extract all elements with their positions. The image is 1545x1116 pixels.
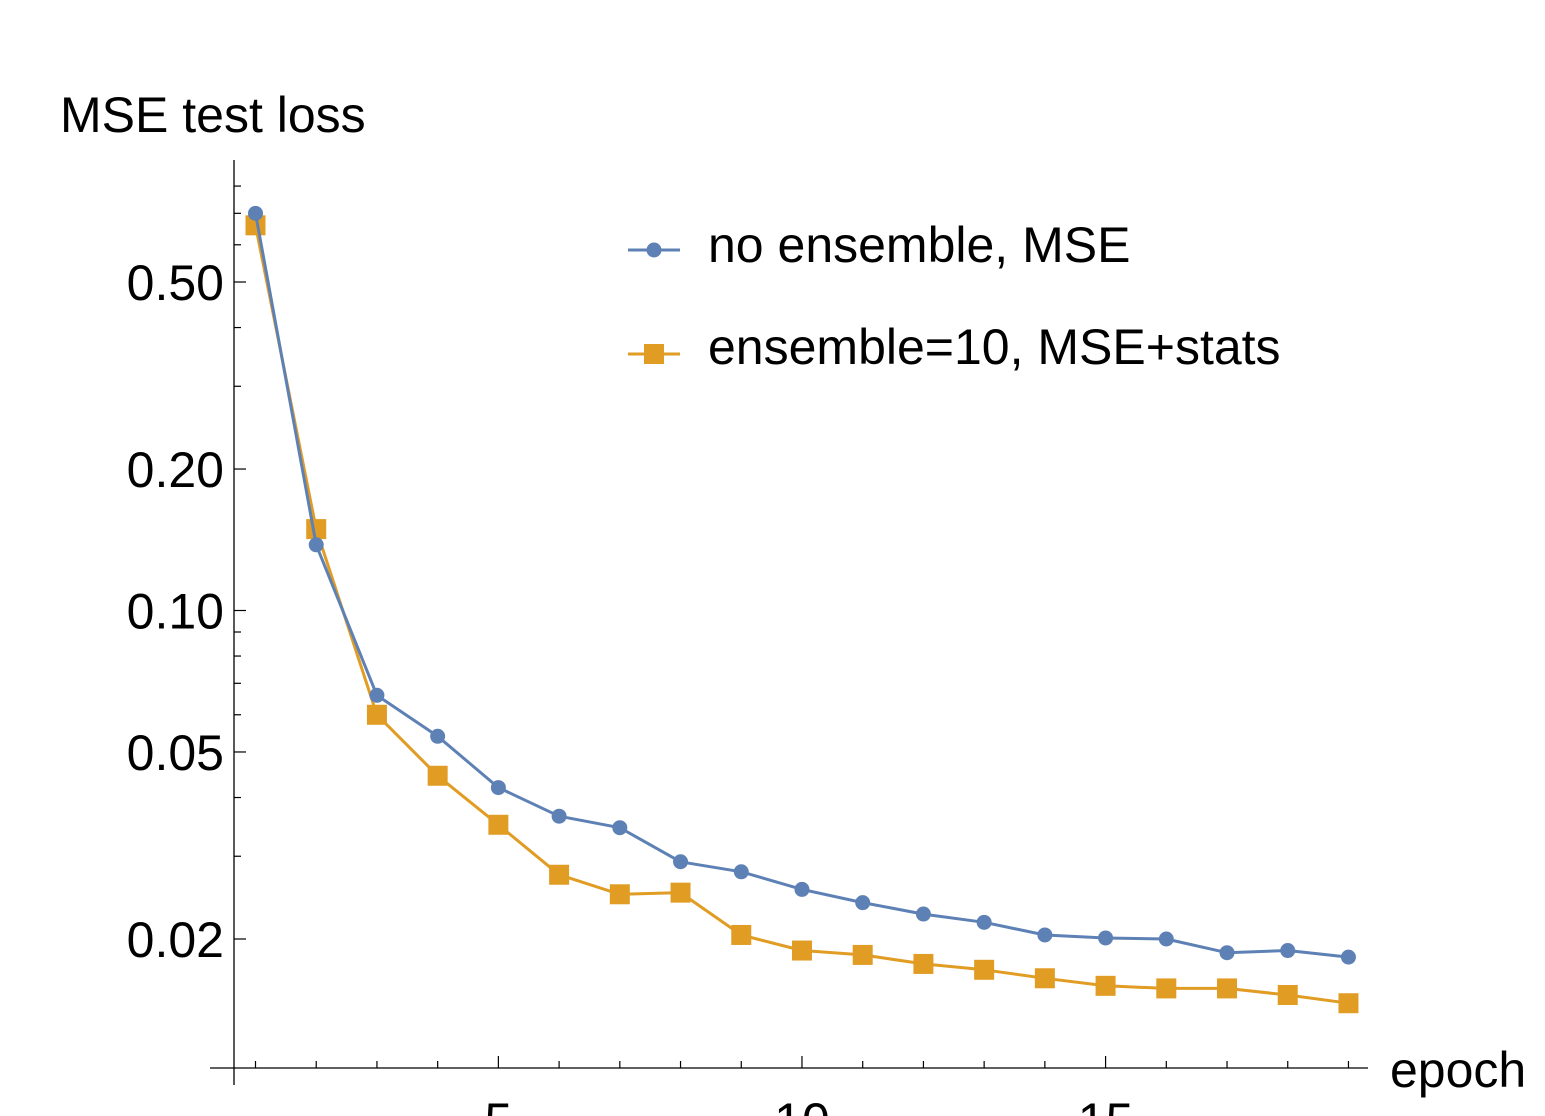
- data-point: [1158, 931, 1174, 947]
- data-point: [549, 864, 570, 885]
- data-point: [974, 959, 995, 980]
- plot-area: [245, 205, 1359, 1014]
- data-point: [731, 924, 752, 945]
- data-point: [1338, 993, 1359, 1014]
- series-ensemble: [245, 215, 1359, 1014]
- legend-label-ensemble: ensemble=10, MSE+stats: [708, 319, 1281, 375]
- data-point: [794, 881, 810, 897]
- data-point: [1219, 945, 1235, 961]
- data-point: [1156, 978, 1177, 999]
- legend: no ensemble, MSE ensemble=10, MSE+stats: [628, 217, 1281, 375]
- data-point: [791, 940, 812, 961]
- legend-marker-no-ensemble: [646, 242, 662, 258]
- y-ticks: 0.02 0.05 0.10 0.20 0.50: [127, 185, 246, 968]
- axes: 5 10 15 0.02 0.05 0.10 0.20 0.50: [127, 160, 1368, 1116]
- y-axis-label: MSE test loss: [60, 87, 366, 143]
- data-point: [430, 728, 446, 744]
- legend-item: ensemble=10, MSE+stats: [628, 319, 1281, 375]
- data-point: [551, 808, 567, 824]
- data-point: [1095, 975, 1116, 996]
- series-no-ensemble: [248, 205, 1356, 965]
- data-point: [852, 944, 873, 965]
- data-point: [673, 854, 689, 870]
- y-tick-label: 0.50: [127, 255, 224, 311]
- data-point: [976, 914, 992, 930]
- data-point: [612, 820, 628, 836]
- data-point: [490, 780, 506, 796]
- data-point: [855, 895, 871, 911]
- data-point: [306, 519, 327, 540]
- y-tick-label: 0.02: [127, 912, 224, 968]
- data-point: [913, 953, 934, 974]
- x-tick-label: 15: [1078, 1093, 1134, 1116]
- legend-item: no ensemble, MSE: [628, 217, 1130, 273]
- data-point: [1217, 978, 1238, 999]
- x-tick-label: 10: [774, 1093, 830, 1116]
- x-axis-label: epoch: [1390, 1042, 1526, 1098]
- data-point: [245, 215, 266, 236]
- data-point: [609, 884, 630, 905]
- legend-label-no-ensemble: no ensemble, MSE: [708, 217, 1130, 273]
- data-point: [915, 906, 931, 922]
- y-tick-label: 0.10: [127, 584, 224, 640]
- data-point: [1340, 949, 1356, 965]
- y-tick-label: 0.20: [127, 442, 224, 498]
- data-point: [369, 687, 385, 703]
- y-tick-label: 0.05: [127, 725, 224, 781]
- data-point: [1277, 985, 1298, 1006]
- data-point: [366, 704, 387, 725]
- data-point: [488, 814, 509, 835]
- x-tick-label: 5: [484, 1093, 512, 1116]
- x-ticks: 5 10 15: [254, 1056, 1350, 1116]
- data-point: [1034, 968, 1055, 989]
- data-point: [1037, 927, 1053, 943]
- data-point: [308, 537, 324, 553]
- data-point: [1280, 943, 1296, 959]
- legend-marker-ensemble: [644, 344, 664, 364]
- data-point: [427, 765, 448, 786]
- data-point: [1098, 930, 1114, 946]
- data-point: [248, 205, 263, 221]
- data-point: [733, 864, 749, 880]
- data-point: [670, 882, 691, 903]
